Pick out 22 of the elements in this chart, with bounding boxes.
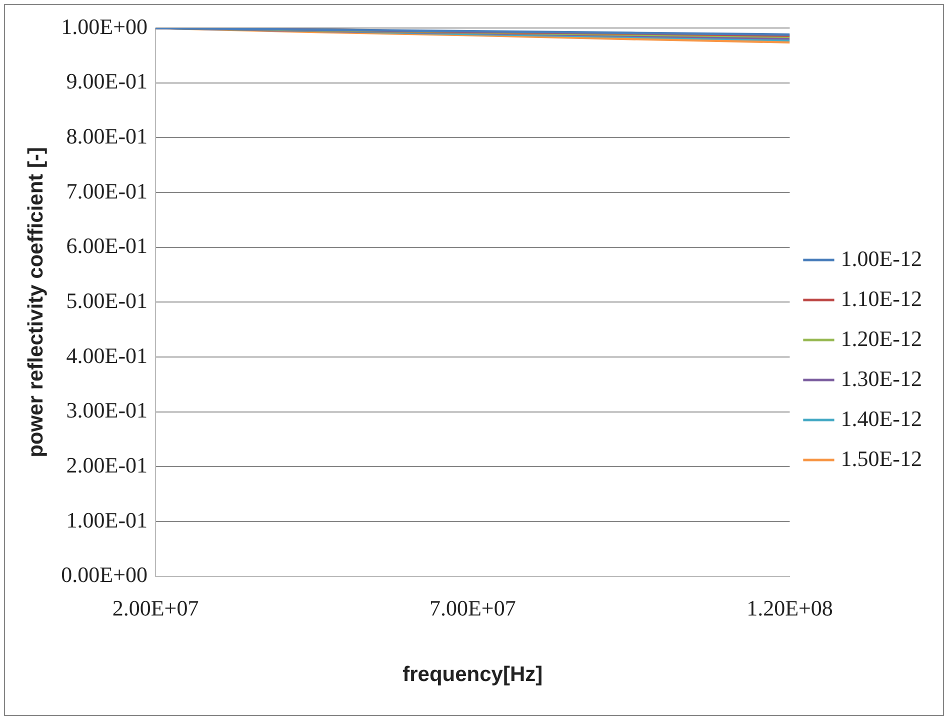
y-axis-title: power reflectivity coefficient [-] [24,146,48,458]
y-tick-label: 5.00E-01 [66,288,148,313]
y-tick-label: 1.00E+00 [61,14,148,39]
x-axis-title: frequency[Hz] [402,663,543,686]
y-tick-label: 4.00E-01 [66,342,148,368]
legend-label: 1.50E-12 [840,446,922,471]
y-tick-label: 9.00E-01 [66,68,148,94]
y-tick-label: 3.00E-01 [66,398,148,423]
legend-label: 1.40E-12 [840,406,922,431]
x-tick-label: 2.00E+07 [112,595,199,620]
y-tick-label: 1.00E-01 [66,507,148,532]
y-tick-label: 2.00E-01 [66,452,148,478]
legend-label: 1.20E-12 [840,326,922,351]
legend-label: 1.10E-12 [840,286,922,311]
x-tick-label: 1.20E+08 [746,595,833,620]
y-tick-label: 0.00E+00 [61,562,148,588]
y-tick-label: 8.00E-01 [66,123,148,148]
x-tick-label: 7.00E+07 [429,595,516,620]
legend-label: 1.00E-12 [840,246,922,271]
y-tick-label: 6.00E-01 [66,233,148,258]
legend-label: 1.30E-12 [840,366,922,391]
y-tick-label: 7.00E-01 [66,178,148,204]
